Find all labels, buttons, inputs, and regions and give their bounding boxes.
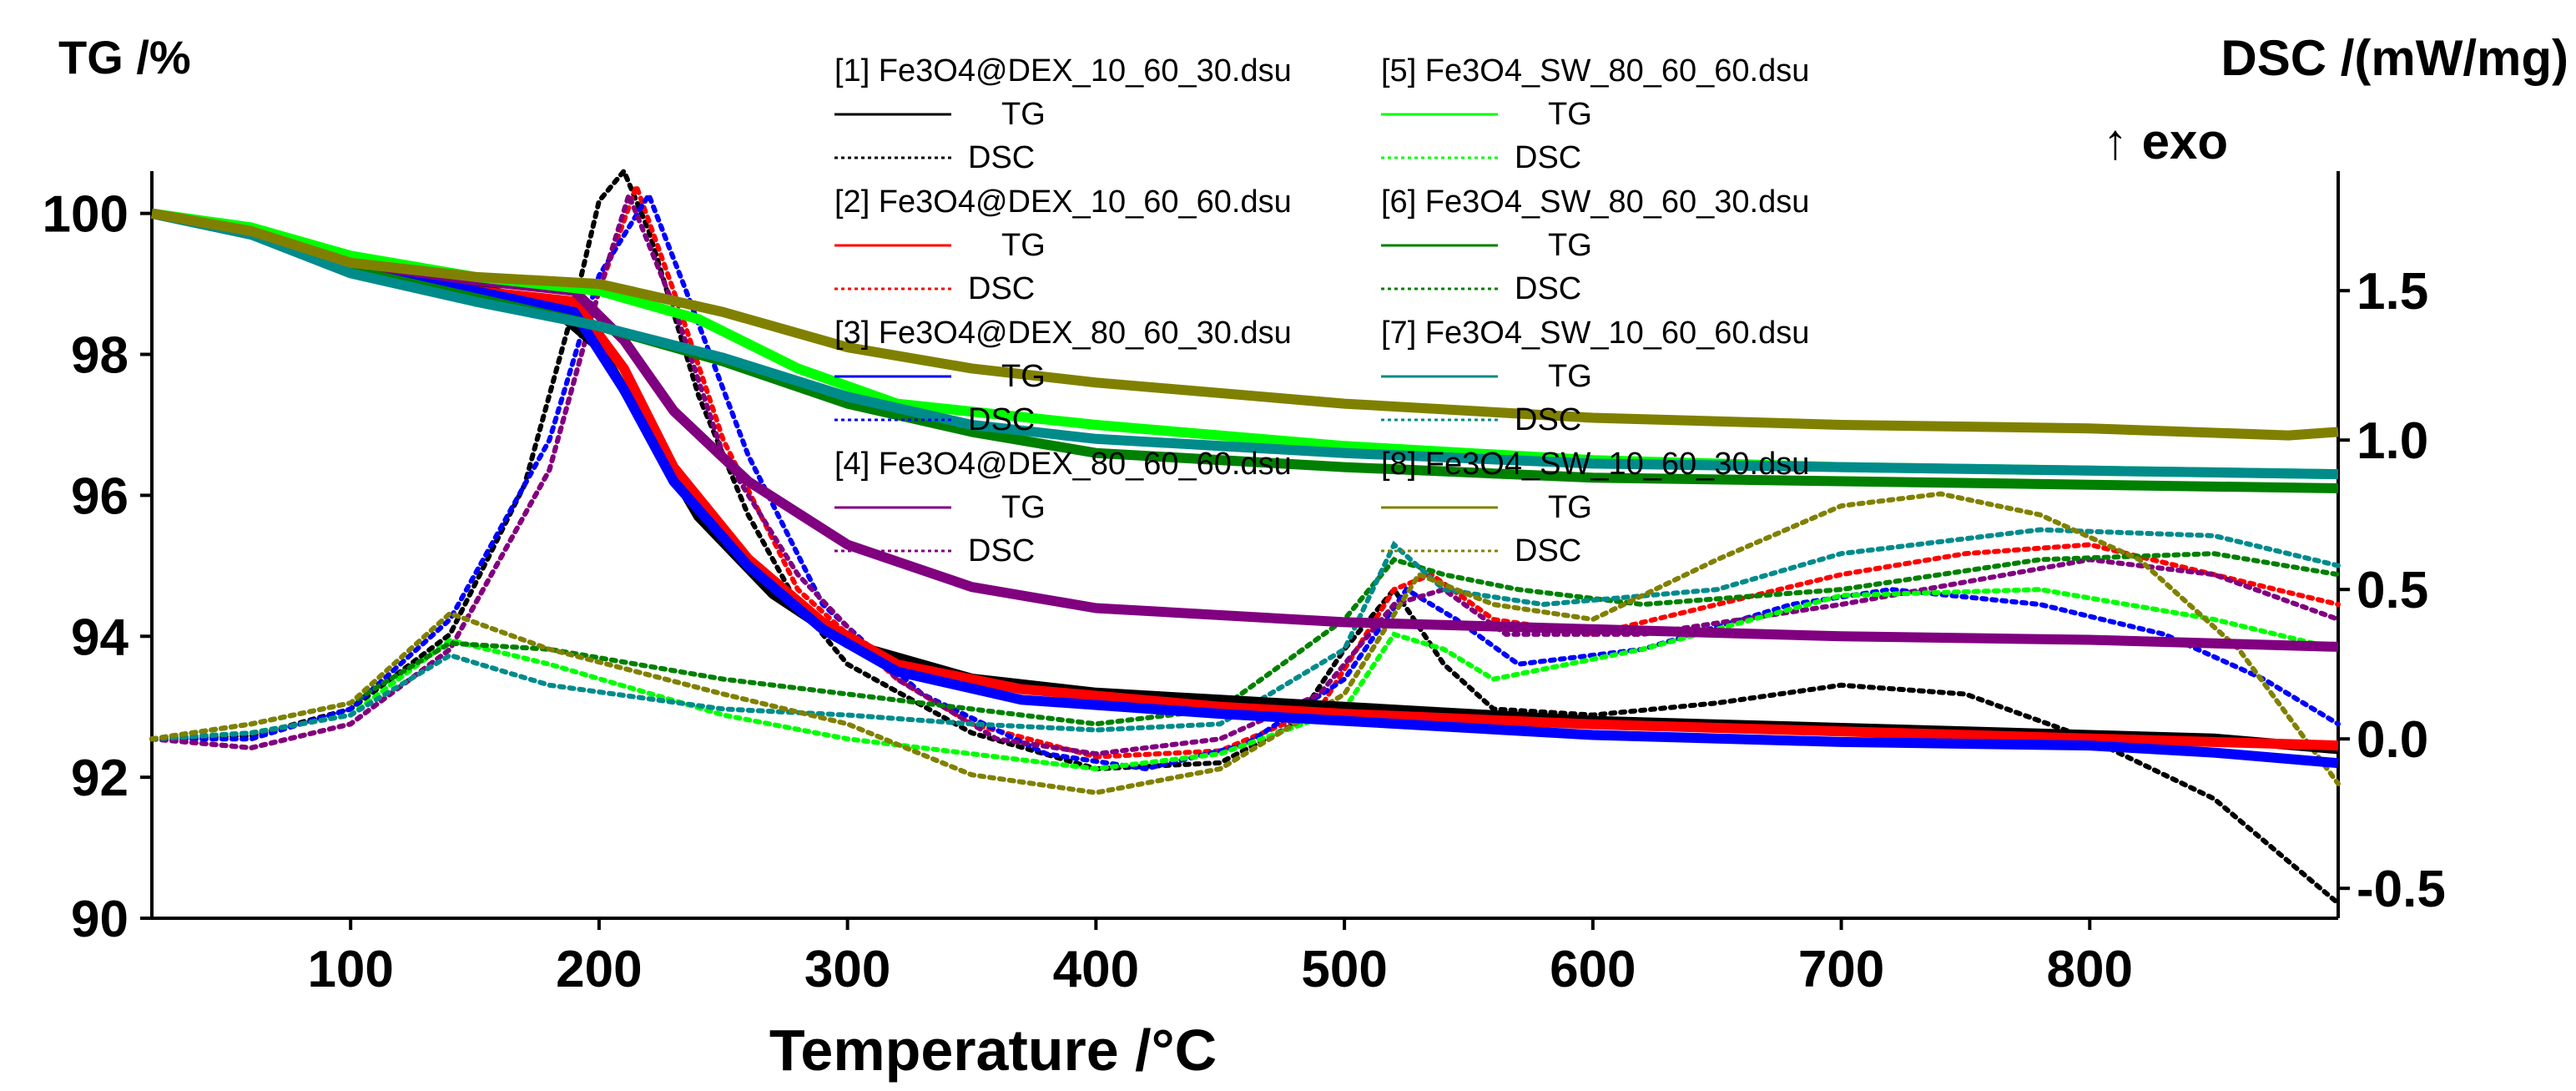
- x-tick-label: 600: [1550, 941, 1636, 998]
- legend-tg-label: TG: [1548, 359, 1592, 394]
- legend-dsc-label: DSC: [1515, 140, 1581, 175]
- tg-series-line-3: [150, 208, 2339, 769]
- tg-series-line-7: [150, 208, 2339, 480]
- legend-entry-title: [3] Fe3O4@DEX_80_60_30.dsu: [834, 316, 1292, 351]
- legend-dsc-label: DSC: [968, 402, 1035, 437]
- tg-series-line-8: [150, 208, 2339, 441]
- dsc-series-line-3: [149, 189, 2341, 772]
- dsc-series-line-7: [149, 527, 2341, 742]
- y-left-tick-label: 100: [43, 186, 129, 244]
- legend-entry-title: [6] Fe3O4_SW_80_60_30.dsu: [1381, 184, 1809, 220]
- legend-tg-label: TG: [1001, 490, 1046, 525]
- x-tick-label: 800: [2047, 941, 2133, 998]
- legend-tg-label: TG: [1548, 490, 1592, 525]
- legend-entry-title: [8] Fe3O4_SW_10_60_30.dsu: [1381, 447, 1809, 482]
- legend-dsc-label: DSC: [1515, 402, 1581, 437]
- dsc-series-line-1: [149, 166, 2341, 907]
- y-right-tick-label: -0.5: [2357, 861, 2446, 918]
- y-right-tick-label: 0.5: [2357, 562, 2428, 619]
- x-tick-label: 500: [1301, 941, 1387, 998]
- legend-dsc-label: DSC: [968, 271, 1035, 306]
- y-right-axis-title: DSC /(mW/mg): [2221, 30, 2568, 86]
- y-left-tick-label: 90: [71, 891, 129, 948]
- ticks-layer: 100 200 300 400 500 600 700 800 90 92 94 96 98 100 -0.…: [43, 186, 2446, 998]
- legend-entry-title: [7] Fe3O4_SW_10_60_60.dsu: [1381, 316, 1809, 351]
- x-tick-label: 700: [1798, 941, 1884, 998]
- x-tick-label: 300: [804, 941, 890, 998]
- legend-entry-title: [4] Fe3O4@DEX_80_60_60.dsu: [834, 447, 1292, 482]
- legend-tg-label: TG: [1548, 97, 1592, 132]
- dsc-series-line-8: [149, 491, 2341, 796]
- y-right-tick-label: 0.0: [2357, 711, 2428, 769]
- legend-tg-label: TG: [1001, 359, 1046, 394]
- legend-entry-title: [5] Fe3O4_SW_80_60_60.dsu: [1381, 53, 1809, 88]
- dsc-series-line-5: [149, 587, 2341, 772]
- series-layer: [149, 166, 2341, 907]
- y-left-tick-label: 94: [71, 609, 129, 666]
- y-left-tick-label: 96: [71, 467, 129, 525]
- x-tick-label: 400: [1053, 941, 1139, 998]
- y-right-tick-label: 1.5: [2357, 263, 2428, 321]
- y-left-tick-label: 92: [71, 750, 129, 807]
- plot-frame: [150, 171, 2340, 920]
- y-right-tick-label: 1.0: [2357, 412, 2428, 470]
- x-tick-label: 100: [307, 941, 393, 998]
- legend-tg-label: TG: [1001, 97, 1046, 132]
- legend-entry-title: [2] Fe3O4@DEX_10_60_60.dsu: [834, 184, 1292, 220]
- dsc-series-line-4: [149, 187, 2341, 757]
- y-left-tick-label: 98: [71, 327, 129, 385]
- x-tick-label: 200: [556, 941, 642, 998]
- legend-dsc-label: DSC: [968, 533, 1035, 568]
- legend-dsc-label: DSC: [968, 140, 1035, 175]
- legend-dsc-label: DSC: [1515, 271, 1581, 306]
- y-left-axis-title: TG /%: [58, 31, 191, 83]
- x-axis-title: Temperature /°C: [769, 1018, 1217, 1083]
- legend: [1] Fe3O4@DEX_10_60_30.dsu TG DSC [2] Fe3O4…: [834, 53, 1809, 568]
- y-right-axis-sublabel: ↑ exo: [2103, 114, 2228, 169]
- legend-tg-label: TG: [1548, 228, 1592, 263]
- legend-tg-label: TG: [1001, 228, 1046, 263]
- legend-entry-title: [1] Fe3O4@DEX_10_60_30.dsu: [834, 53, 1292, 88]
- legend-dsc-label: DSC: [1515, 533, 1581, 568]
